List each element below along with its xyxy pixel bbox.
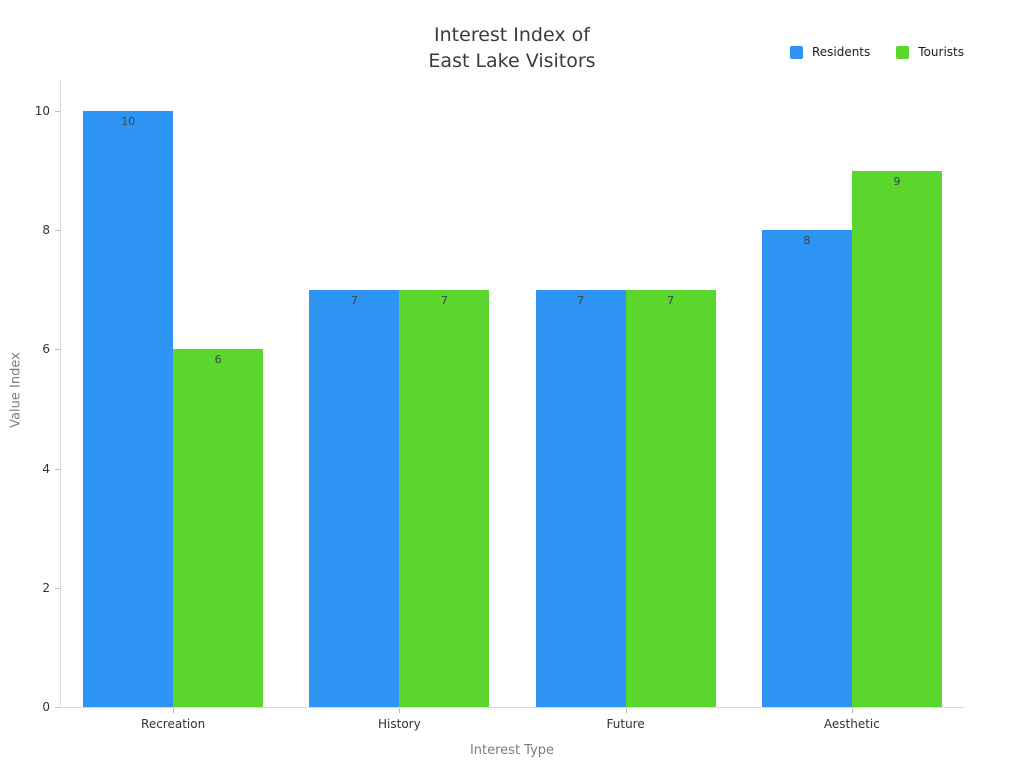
chart-title: Interest Index of East Lake Visitors	[0, 22, 1024, 74]
y-tick-mark	[55, 587, 60, 589]
x-tick-mark	[625, 708, 627, 713]
y-axis-line	[60, 80, 61, 707]
legend: Residents Tourists	[789, 45, 964, 59]
bar-residents-history[interactable]: 7	[309, 289, 400, 707]
x-axis-title: Interest Type	[469, 743, 555, 758]
x-tick-mark	[851, 708, 853, 713]
legend-label: Residents	[811, 45, 871, 59]
x-tick-label-aesthetic: Aesthetic	[823, 717, 880, 731]
bar-value-label: 8	[803, 234, 811, 248]
bar-value-label: 7	[577, 293, 585, 307]
legend-item-tourists[interactable]: Tourists	[896, 45, 964, 59]
legend-swatch-icon	[789, 45, 803, 59]
y-tick-label: 4	[42, 461, 50, 476]
y-tick-mark	[55, 111, 60, 112]
chart-title-line1: Interest Index of	[434, 24, 590, 46]
bar-tourists-history[interactable]: 7	[399, 289, 490, 707]
bar-tourists-future[interactable]: 7	[625, 289, 716, 707]
bar-residents-aesthetic[interactable]: 8	[761, 230, 852, 707]
y-tick-mark	[55, 468, 60, 470]
legend-swatch-icon	[896, 45, 910, 59]
bar-value-label: 7	[667, 293, 675, 307]
bar-value-label: 7	[440, 293, 448, 307]
x-tick-label-recreation: Recreation	[141, 717, 206, 731]
y-tick-mark	[55, 707, 60, 708]
bar-residents-recreation[interactable]: 10	[83, 111, 174, 707]
bar-tourists-recreation[interactable]: 6	[173, 349, 264, 707]
bar-tourists-aesthetic[interactable]: 9	[851, 170, 942, 707]
x-tick-label-history: History	[378, 717, 421, 731]
legend-item-residents[interactable]: Residents	[789, 45, 871, 59]
bar-value-label: 9	[893, 174, 901, 188]
bar-value-label: 10	[121, 115, 136, 128]
y-tick-label: 6	[42, 342, 50, 357]
x-axis-line	[60, 707, 965, 708]
x-tick-mark	[173, 708, 175, 713]
y-tick-label: 0	[42, 700, 50, 714]
legend-label: Tourists	[918, 45, 964, 59]
bar-value-label: 7	[350, 293, 358, 307]
chart-title-line2: East Lake Visitors	[428, 50, 596, 72]
y-tick-label: 10	[34, 104, 50, 118]
y-tick-label: 8	[42, 223, 50, 238]
bar-residents-future[interactable]: 7	[535, 289, 626, 707]
y-tick-mark	[55, 349, 60, 351]
x-tick-mark	[399, 708, 401, 713]
bar-value-label: 6	[214, 353, 222, 367]
x-tick-label-future: Future	[606, 717, 645, 731]
y-tick-label: 2	[42, 580, 50, 595]
y-tick-mark	[55, 230, 60, 232]
y-axis-title: Value Index	[8, 352, 24, 428]
